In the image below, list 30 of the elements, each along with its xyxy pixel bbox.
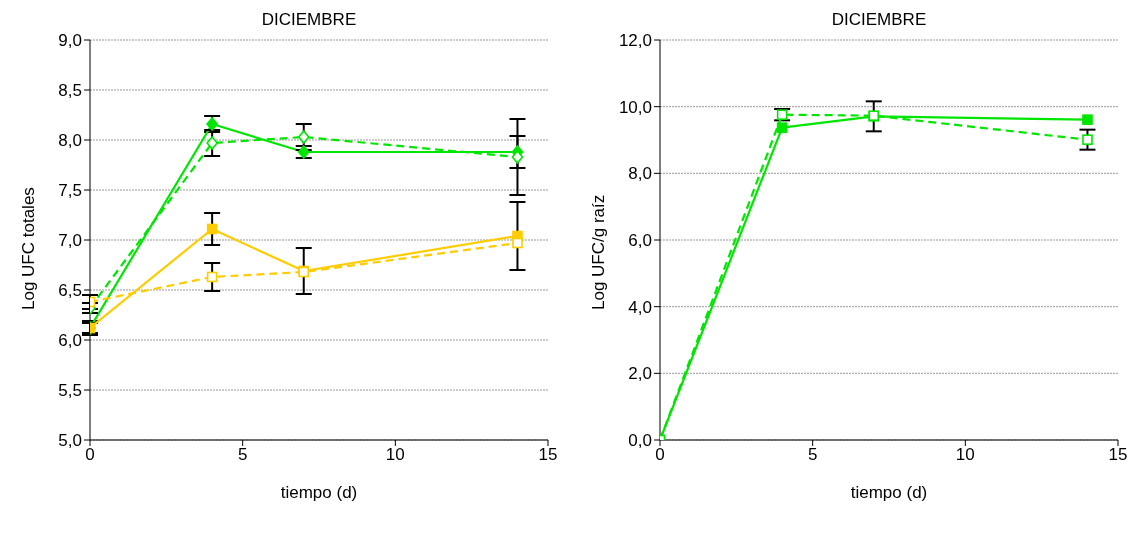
x-tick-label: 0 (655, 445, 665, 465)
y-axis-title: Log UFC/g raíz (589, 194, 609, 310)
y-tick-label: 8,0 (58, 131, 82, 151)
x-tick-label: 10 (385, 445, 405, 465)
y-tick-label: 2,0 (628, 364, 652, 384)
y-tick-label: 10,0 (618, 97, 652, 117)
x-tick-label: 15 (1108, 445, 1128, 465)
x-axis-title: tiempo (d) (850, 483, 928, 502)
y-axis-title: Log UFC totales (19, 187, 39, 310)
y-tick-label: 4,0 (628, 297, 652, 317)
y-tick-label: 6,0 (628, 231, 652, 251)
y-tick-label: 8,0 (628, 164, 652, 184)
chart-title: DICIEMBRE (260, 10, 358, 30)
x-tick-label: 5 (807, 445, 818, 465)
y-tick-label: 9,0 (58, 31, 82, 51)
y-tick-label: 5,5 (58, 381, 82, 401)
x-tick-label: 15 (538, 445, 558, 465)
x-axis-title: tiempo (d) (280, 483, 358, 502)
y-tick-label: 7,5 (58, 181, 82, 201)
x-tick-label: 0 (85, 445, 95, 465)
y-tick-label: 12,0 (618, 31, 652, 51)
y-tick-label: 6,5 (58, 281, 82, 301)
y-tick-label: 8,5 (58, 81, 82, 101)
y-tick-label: 0,0 (628, 431, 652, 451)
y-tick-label: 7,0 (58, 231, 82, 251)
x-tick-label: 10 (955, 445, 975, 465)
y-tick-label: 5,0 (58, 431, 82, 451)
chart-title: DICIEMBRE (830, 10, 928, 30)
x-tick-label: 5 (237, 445, 248, 465)
y-tick-label: 6,0 (58, 331, 82, 351)
